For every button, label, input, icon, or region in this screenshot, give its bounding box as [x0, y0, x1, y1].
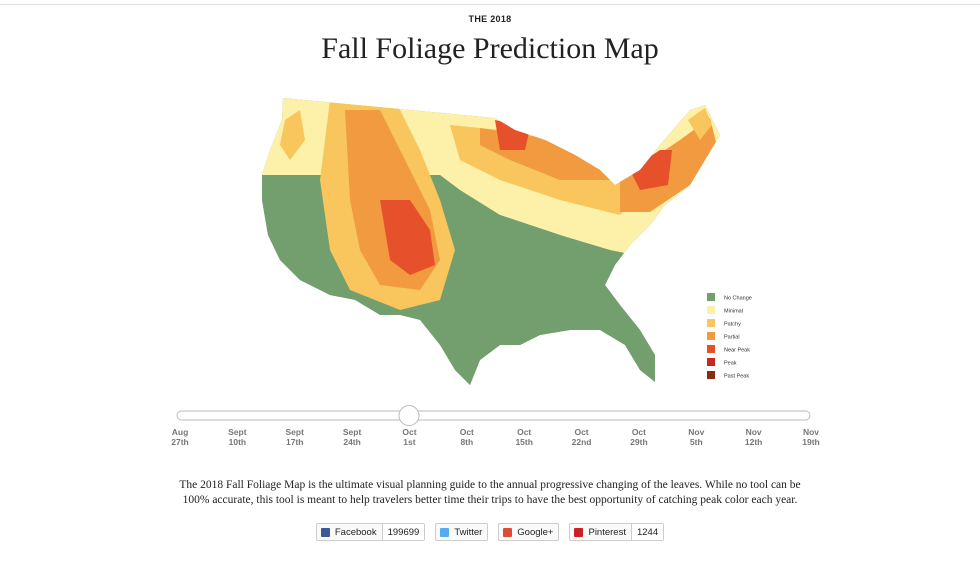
timeline-month: Oct — [460, 427, 474, 437]
legend-label: Patchy — [724, 322, 741, 328]
share-button[interactable]: Pinterest 1244 — [569, 523, 665, 541]
timeline-labels: Aug27thSept10thSept17thSept24thOct1stOct… — [171, 427, 819, 447]
timeline-month: Sept — [343, 427, 362, 437]
legend-label: Peak — [724, 361, 737, 367]
timeline-day: 27th — [171, 437, 188, 447]
legend-swatch — [707, 332, 715, 340]
timeline-day: 22nd — [572, 437, 592, 447]
share-label: Pinterest — [588, 526, 626, 538]
timeline-month: Oct — [632, 427, 646, 437]
timeline-day: 17th — [286, 437, 303, 447]
legend-label: No Change — [724, 296, 752, 302]
timeline-day: 29th — [630, 437, 647, 447]
share-count: 1244 — [630, 524, 664, 540]
legend-label: Minimal — [724, 309, 743, 315]
timeline-month: Oct — [574, 427, 588, 437]
map-region — [280, 110, 305, 160]
map-region — [688, 108, 712, 140]
legend-swatch — [707, 293, 715, 301]
timeline-day: 24th — [343, 437, 360, 447]
timeline-day: 5th — [690, 437, 703, 447]
legend-swatch — [707, 358, 715, 366]
timeline-month: Nov — [688, 427, 704, 437]
timeline-month: Nov — [803, 427, 819, 437]
share-button[interactable]: Google+ — [498, 523, 560, 541]
share-icon — [503, 527, 513, 537]
legend-label: Near Peak — [724, 348, 750, 354]
timeline-day: 8th — [460, 437, 473, 447]
share-button[interactable]: Twitter — [435, 523, 489, 541]
share-label: Google+ — [517, 526, 554, 538]
description: The 2018 Fall Foliage Map is the ultimat… — [179, 479, 801, 506]
timeline-month: Oct — [517, 427, 531, 437]
timeline-day: 1st — [403, 437, 415, 447]
map-region — [630, 150, 672, 190]
us-map[interactable] — [250, 80, 740, 400]
map-region — [495, 120, 530, 150]
timeline-day: 15th — [515, 437, 532, 447]
timeline-day: 12th — [745, 437, 762, 447]
share-count: 199699 — [381, 524, 425, 540]
legend-swatch — [707, 319, 715, 327]
legend-swatch — [707, 371, 715, 379]
map-region — [380, 200, 435, 275]
top-border — [0, 4, 980, 5]
timeline-month: Sept — [228, 427, 247, 437]
timeline-month: Sept — [286, 427, 305, 437]
timeline-thumb[interactable] — [398, 405, 420, 426]
timeline-month: Oct — [402, 427, 416, 437]
timeline-track[interactable] — [176, 410, 811, 421]
share-label: Twitter — [454, 526, 483, 538]
share-icon — [320, 527, 330, 537]
legend-label: Past Peak — [724, 374, 749, 380]
share-icon — [440, 527, 450, 537]
timeline-day: 19th — [802, 437, 819, 447]
share-icon — [574, 527, 584, 537]
legend-label: Partial — [724, 335, 740, 341]
kicker: THE 2018 — [468, 14, 512, 24]
page-title: Fall Foliage Prediction Map — [321, 32, 659, 65]
legend-swatch — [707, 345, 715, 353]
legend-swatch — [707, 306, 715, 314]
legend: No Change Minimal Patchy Partial Near Peak Pe… — [707, 293, 752, 380]
share-label: Facebook — [334, 526, 377, 538]
timeline-month: Nov — [746, 427, 762, 437]
share-bar: Facebook 199699 Twitter Google+ Pinterest 124… — [0, 523, 980, 541]
timeline-month: Aug — [172, 427, 189, 437]
timeline-day: 10th — [229, 437, 246, 447]
share-button[interactable]: Facebook 199699 — [315, 523, 426, 541]
